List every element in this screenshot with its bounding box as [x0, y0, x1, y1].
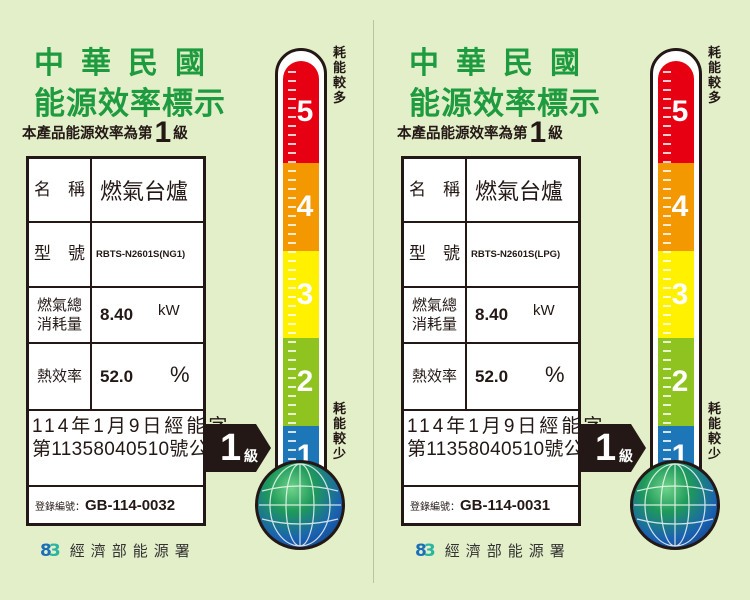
efficiency-unit: %: [545, 362, 565, 387]
name-key: 名 稱: [29, 159, 92, 221]
registration-key: 登錄編號：: [35, 502, 85, 513]
row-efficiency: 熱效率 52.0%: [29, 344, 203, 411]
more-consumption-label: 耗能較多: [333, 46, 347, 106]
eb-logo-icon: 83: [40, 540, 61, 561]
scale-ticks: [288, 71, 296, 471]
grade-prefix: 本產品能源效率為第: [22, 126, 153, 142]
row-announcement: 114年1月9日經能字 第11358040510號公告: [29, 411, 231, 487]
model-value: RBTS-N2601S(NG1): [96, 249, 186, 260]
name-key: 名 稱: [404, 159, 467, 221]
grade-arrow: [206, 424, 271, 472]
arrow-grade: 1: [595, 427, 617, 469]
announcement: 114年1月9日經能字 第11358040510號公告: [404, 411, 606, 465]
agency-footer: 83 經濟部能源署: [415, 540, 571, 561]
agency-name: 經濟部能源署: [69, 542, 196, 560]
announcement-line1: 114年1月9日經能字: [407, 416, 606, 437]
efficiency-key: 熱效率: [404, 344, 467, 409]
registration-key: 登錄編號：: [410, 502, 460, 513]
row-registration: 登錄編號：GB-114-0032: [29, 487, 203, 525]
registration-value: GB-114-0031: [460, 497, 551, 514]
energy-label: 中華民國 能源效率標示 本產品能源效率為第1 級 名 稱燃氣台爐 型 號 RBTS-…: [375, 0, 750, 600]
grade-number: 1: [154, 116, 172, 149]
row-consumption: 燃氣總消耗量 8.40 kW: [29, 288, 203, 344]
consumption-value: 8.40: [100, 305, 134, 324]
grade-arrow: [581, 424, 646, 472]
title-label: 能源效率標示: [409, 86, 601, 122]
grade-statement: 本產品能源效率為第1 級: [397, 116, 563, 150]
consumption-value: 8.40: [475, 305, 509, 324]
eb-logo-icon: 83: [415, 540, 436, 561]
title-label: 能源效率標示: [34, 86, 226, 122]
consumption-key: 燃氣總消耗量: [29, 288, 92, 342]
grade-statement: 本產品能源效率為第1 級: [22, 116, 188, 150]
model-key: 型 號: [29, 223, 92, 286]
announcement-line2: 第11358040510號公告: [32, 439, 228, 460]
spec-table: 名 稱燃氣台爐 型 號 RBTS-N2601S(NG1) 燃氣總消耗量 8.40 kW…: [26, 156, 231, 526]
row-efficiency: 熱效率 52.0%: [404, 344, 578, 411]
title-country: 中華民國: [34, 46, 222, 81]
more-consumption-label: 耗能較多: [708, 46, 722, 106]
name-value: 燃氣台爐: [100, 180, 189, 205]
row-announcement: 114年1月9日經能字 第11358040510號公告: [404, 411, 606, 487]
energy-label: 中華民國 能源效率標示 本產品能源效率為第1 級 名 稱燃氣台爐 型 號 RBTS-…: [22, 46, 347, 561]
globe-icon: [630, 460, 720, 550]
efficiency-unit: %: [170, 362, 190, 387]
panel-divider: [373, 20, 374, 583]
row-model: 型 號 RBTS-N2601S(NG1): [29, 223, 203, 288]
name-value: 燃氣台爐: [475, 180, 564, 205]
consumption-unit: kW: [158, 302, 180, 319]
agency-footer: 83 經濟部能源署: [40, 540, 196, 561]
globe-icon: [255, 460, 345, 550]
grade-prefix: 本產品能源效率為第: [397, 126, 528, 142]
title-country: 中華民國: [409, 46, 597, 81]
spec-table: 名 稱燃氣台爐 型 號 RBTS-N2601S(LPG) 燃氣總消耗量 8.40 kW…: [401, 156, 606, 526]
model-value: RBTS-N2601S(LPG): [471, 249, 561, 260]
agency-name: 經濟部能源署: [444, 542, 571, 560]
grade-suffix: 級: [548, 126, 563, 142]
arrow-grade: 1: [220, 427, 242, 469]
grade-suffix: 級: [173, 126, 188, 142]
announcement-line1: 114年1月9日經能字: [32, 416, 231, 437]
row-model: 型 號 RBTS-N2601S(LPG): [404, 223, 578, 288]
consumption-unit: kW: [533, 302, 555, 319]
announcement-line2: 第11358040510號公告: [407, 439, 603, 460]
row-registration: 登錄編號：GB-114-0031: [404, 487, 578, 525]
model-key: 型 號: [404, 223, 467, 286]
row-name: 名 稱燃氣台爐: [404, 159, 578, 223]
announcement: 114年1月9日經能字 第11358040510號公告: [29, 411, 231, 465]
row-name: 名 稱燃氣台爐: [29, 159, 203, 223]
efficiency-value: 52.0: [475, 366, 509, 386]
scale-ticks: [663, 71, 671, 471]
less-consumption-label: 耗能較少: [708, 402, 722, 462]
less-consumption-label: 耗能較少: [333, 402, 347, 462]
row-consumption: 燃氣總消耗量 8.40 kW: [404, 288, 578, 344]
efficiency-value: 52.0: [100, 366, 134, 386]
arrow-suffix: 級: [244, 449, 258, 465]
efficiency-key: 熱效率: [29, 344, 92, 409]
arrow-suffix: 級: [619, 449, 633, 465]
consumption-key: 燃氣總消耗量: [404, 288, 467, 342]
grade-number: 1: [529, 116, 547, 149]
registration-value: GB-114-0032: [85, 497, 176, 514]
